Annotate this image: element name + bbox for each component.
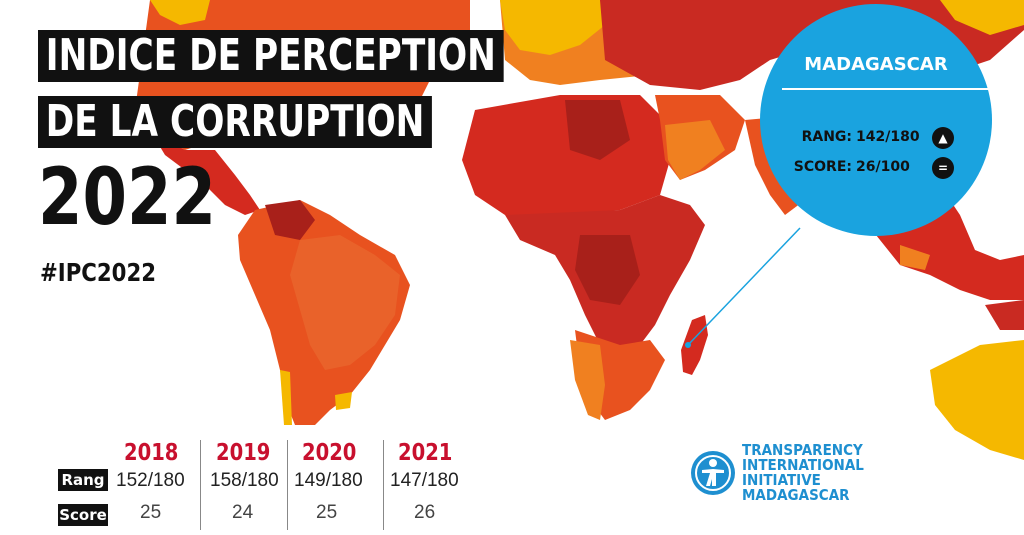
- map-drc: [575, 235, 640, 305]
- triangle-up-icon: ▲: [932, 127, 954, 149]
- history-year-2021: 2021: [398, 440, 453, 466]
- callout-score-row: SCORE: 26/100 =: [760, 157, 992, 179]
- history-score-label: Score: [58, 504, 108, 526]
- history-separator: [287, 440, 288, 530]
- callout-divider: [782, 88, 994, 90]
- logo-line: MADAGASCAR: [742, 486, 850, 504]
- map-namibia-botswana: [570, 340, 605, 420]
- map-venezuela: [265, 200, 315, 240]
- madagascar-callout: MADAGASCAR RANG: 142/180 ▲ SCORE: 26/100…: [760, 4, 994, 236]
- history-rang-2020: 149/180: [294, 470, 363, 491]
- callout-score-label: SCORE:: [793, 159, 852, 175]
- history-rang-2021: 147/180: [390, 470, 459, 491]
- map-arabia: [665, 120, 725, 180]
- callout-score-value: 26/100: [856, 159, 910, 175]
- logo-line: INTERNATIONAL: [742, 456, 864, 474]
- madagascar-marker: [685, 342, 691, 348]
- history-score-2018: 25: [140, 502, 162, 523]
- callout-rang-row: RANG: 142/180 ▲: [760, 127, 992, 149]
- title-year: 2022: [38, 153, 217, 243]
- logo-text: TRANSPARENCY INTERNATIONAL INITIATIVE MA…: [742, 443, 877, 503]
- map-central-america: [150, 130, 260, 215]
- map-png: [985, 300, 1024, 330]
- history-year-2018: 2018: [124, 440, 179, 466]
- equals-icon: =: [932, 157, 954, 179]
- history-score-2021: 26: [414, 502, 436, 523]
- map-australia: [930, 340, 1024, 460]
- title-line-1: INDICE DE PERCEPTION: [38, 30, 504, 82]
- logo-line: TRANSPARENCY: [742, 441, 863, 459]
- map-brazil: [290, 235, 400, 370]
- history-year-2019: 2019: [216, 440, 271, 466]
- history-score-2020: 25: [316, 502, 338, 523]
- map-japan-region: [940, 0, 1024, 35]
- map-libya: [565, 100, 630, 160]
- map-greenland-region: [150, 0, 210, 25]
- callout-country-name: MADAGASCAR: [804, 54, 948, 75]
- map-western-europe: [500, 0, 605, 55]
- callout-pointer-line: [687, 227, 801, 346]
- transparency-figure-icon: [691, 451, 735, 495]
- history-separator: [200, 440, 201, 530]
- history-rang-2019: 158/180: [210, 470, 279, 491]
- map-madagascar: [681, 315, 708, 375]
- history-score-2019: 24: [232, 502, 254, 523]
- map-north-africa: [462, 95, 670, 215]
- map-chile-uruguay: [280, 370, 292, 425]
- callout-rang-label: RANG:: [801, 129, 852, 145]
- history-separator: [383, 440, 384, 530]
- history-rang-2018: 152/180: [116, 470, 185, 491]
- callout-rang-value: 142/180: [856, 129, 920, 145]
- map-malaysia: [900, 245, 930, 270]
- hashtag: #IPC2022: [40, 258, 157, 287]
- history-rang-label: Rang: [58, 469, 108, 491]
- title-line-2: DE LA CORRUPTION: [38, 96, 433, 148]
- logo-line: INITIATIVE: [742, 471, 821, 489]
- map-uruguay: [335, 392, 352, 410]
- history-year-2020: 2020: [302, 440, 357, 466]
